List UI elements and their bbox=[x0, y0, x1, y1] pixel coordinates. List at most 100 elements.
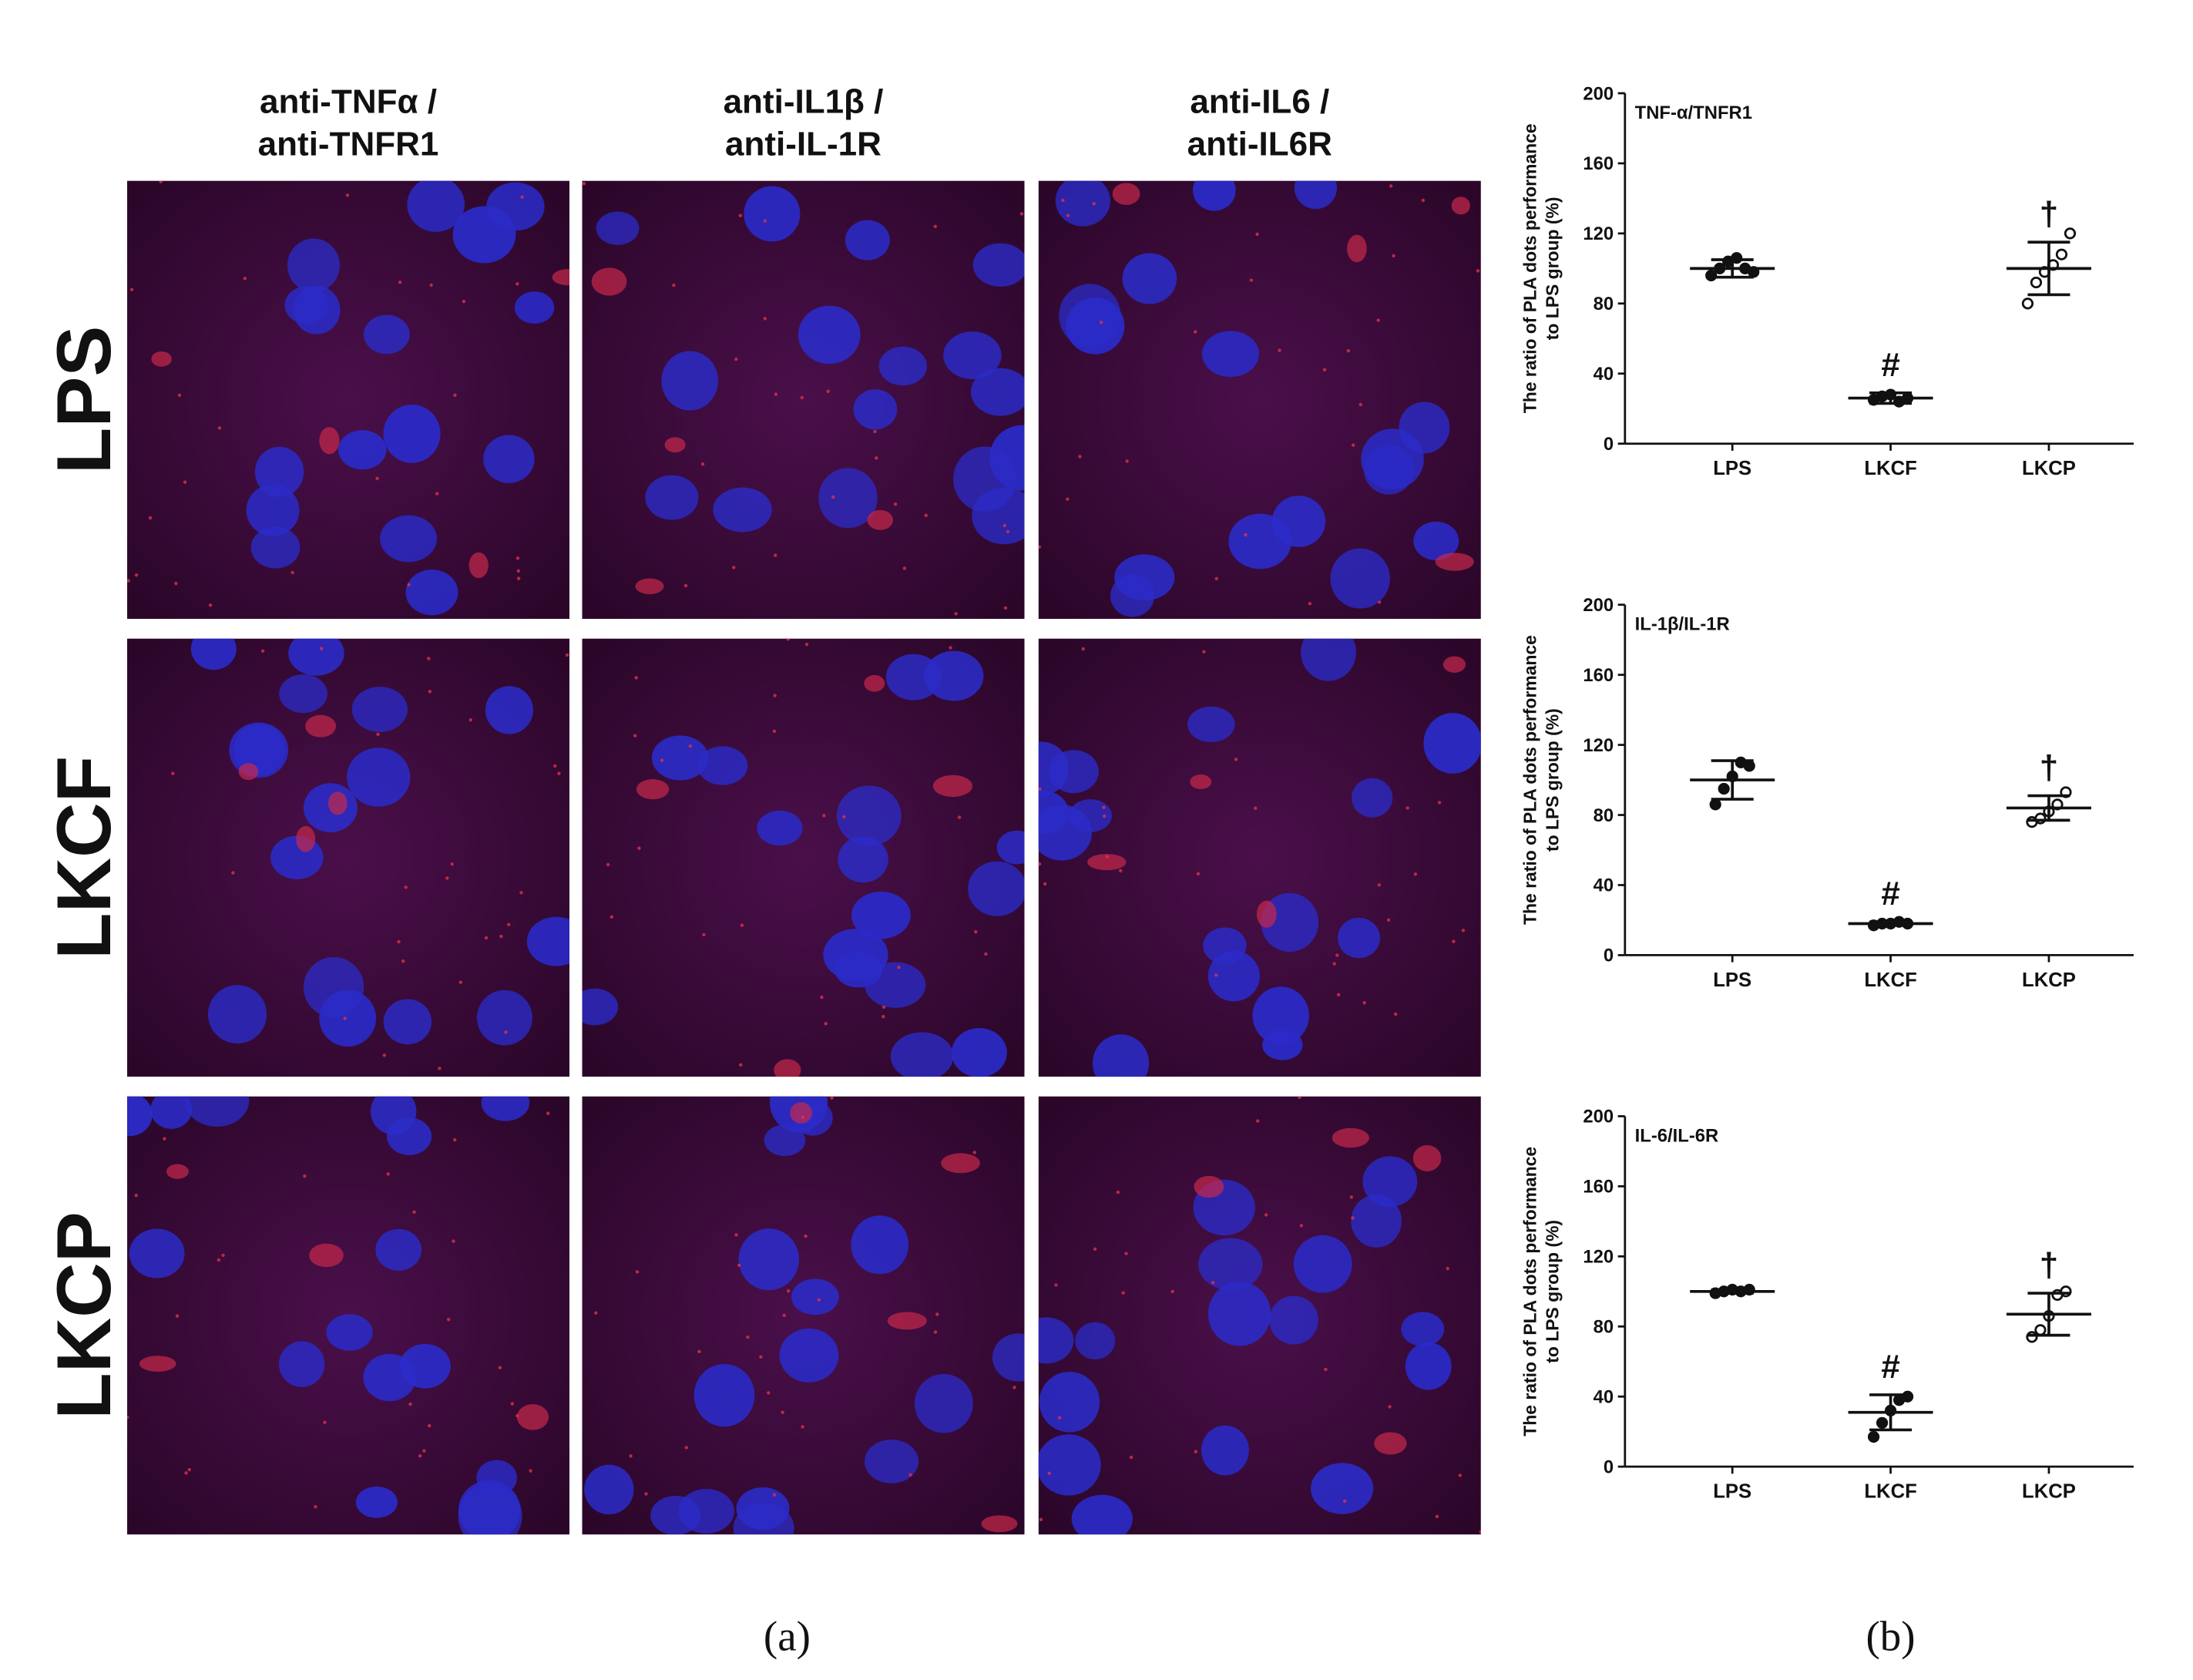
pla-dot bbox=[1389, 184, 1393, 188]
pla-dot bbox=[767, 1391, 771, 1395]
nucleus bbox=[481, 1096, 530, 1121]
pla-dot bbox=[732, 566, 736, 570]
pla-dot bbox=[786, 1289, 791, 1293]
pla-dot bbox=[260, 649, 265, 654]
nucleus bbox=[1352, 778, 1393, 818]
nucleus bbox=[943, 331, 1002, 379]
nucleus bbox=[1038, 1434, 1101, 1496]
cells bbox=[1038, 180, 1480, 617]
pla-dot bbox=[683, 583, 688, 588]
nucleus bbox=[526, 916, 570, 966]
nucleus bbox=[383, 999, 432, 1045]
data-point bbox=[1901, 1390, 1914, 1403]
pla-dot bbox=[1105, 855, 1110, 858]
pla-dot bbox=[1081, 647, 1085, 651]
pla-dot bbox=[1066, 497, 1070, 501]
pla-dot bbox=[1256, 1119, 1260, 1123]
nucleus bbox=[284, 286, 329, 324]
nucleus bbox=[129, 1228, 185, 1278]
data-point bbox=[2060, 1285, 2072, 1298]
pla-dot bbox=[516, 576, 521, 580]
nucleus bbox=[1201, 331, 1259, 378]
y-axis-label: to LPS group (%) bbox=[1543, 708, 1563, 852]
nucleus bbox=[744, 186, 801, 242]
pla-dot bbox=[408, 1402, 412, 1406]
red-spot bbox=[305, 714, 337, 738]
nucleus bbox=[736, 1487, 790, 1530]
data-point bbox=[1705, 269, 1718, 282]
red-spot bbox=[1451, 197, 1470, 215]
pla-dot bbox=[1336, 993, 1341, 997]
nucleus bbox=[890, 1032, 954, 1077]
red-spot bbox=[1374, 1432, 1407, 1455]
y-tick-label: 120 bbox=[1583, 735, 1614, 756]
pla-dot bbox=[842, 815, 846, 819]
pla-dot bbox=[516, 282, 519, 286]
pla-dot bbox=[1099, 321, 1103, 324]
y-tick-label: 120 bbox=[1583, 1247, 1614, 1268]
pla-dot bbox=[1121, 1291, 1125, 1295]
pla-dot bbox=[1476, 269, 1480, 273]
nucleus bbox=[1401, 1312, 1445, 1346]
pla-dot bbox=[175, 1314, 180, 1318]
pla-dot bbox=[634, 676, 638, 680]
pla-dot bbox=[759, 1355, 763, 1359]
nucleus bbox=[127, 1096, 153, 1137]
pla-dot bbox=[737, 1263, 741, 1267]
nucleus bbox=[693, 1363, 755, 1427]
nucleus bbox=[1203, 927, 1247, 964]
pla-dot bbox=[773, 694, 777, 697]
cells bbox=[127, 180, 570, 616]
x-tick-label: LPS bbox=[1713, 458, 1751, 479]
nucleus bbox=[326, 1314, 373, 1351]
nucleus bbox=[678, 1489, 734, 1534]
nucleus bbox=[229, 722, 289, 778]
nucleus bbox=[278, 1341, 325, 1387]
y-tick-label: 160 bbox=[1583, 153, 1614, 174]
pla-dot bbox=[134, 1193, 138, 1198]
nucleus bbox=[486, 182, 545, 231]
nucleus bbox=[1039, 1371, 1100, 1433]
pla-dot bbox=[510, 1402, 515, 1406]
nucleus bbox=[582, 988, 619, 1026]
pla-dot bbox=[688, 744, 693, 748]
pla-dot bbox=[1479, 1530, 1481, 1534]
red-spot bbox=[1412, 1144, 1442, 1171]
nucleus bbox=[405, 570, 458, 616]
column-header: anti-IL6 / bbox=[1190, 83, 1329, 121]
pla-dot bbox=[684, 1446, 689, 1450]
x-tick-label: LKCP bbox=[2022, 969, 2076, 991]
nucleus bbox=[246, 484, 300, 536]
red-spot bbox=[309, 1243, 344, 1268]
nucleus bbox=[851, 892, 911, 939]
pla-dot bbox=[375, 476, 379, 481]
pla-dot bbox=[1125, 459, 1129, 463]
pla-dot bbox=[1346, 349, 1351, 353]
y-tick-label: 200 bbox=[1583, 83, 1614, 104]
pla-dot bbox=[217, 426, 222, 430]
red-spot bbox=[319, 427, 340, 455]
nucleus bbox=[288, 638, 344, 676]
pla-dot bbox=[404, 885, 408, 889]
pla-dot bbox=[504, 1030, 508, 1034]
pla-dot bbox=[782, 1313, 786, 1317]
pla-dot bbox=[1066, 213, 1070, 217]
pla-dot bbox=[303, 1174, 307, 1178]
pla-dot bbox=[435, 492, 439, 496]
pla-dot bbox=[637, 846, 641, 850]
micrograph bbox=[1038, 180, 1481, 620]
pla-dot bbox=[1278, 348, 1281, 352]
y-tick-label: 200 bbox=[1583, 1107, 1614, 1127]
pla-dot bbox=[231, 871, 235, 875]
y-axis-label: The ratio of PLA dots performance bbox=[1520, 1147, 1540, 1436]
red-spot bbox=[867, 509, 894, 530]
pla-dot bbox=[1392, 254, 1395, 258]
pla-dot bbox=[565, 653, 569, 657]
pla-dot bbox=[171, 771, 175, 775]
pla-dot bbox=[446, 1318, 451, 1322]
nucleus bbox=[924, 650, 984, 701]
nucleus bbox=[697, 746, 748, 785]
nucleus bbox=[184, 1096, 250, 1127]
pla-dot bbox=[1322, 368, 1327, 371]
